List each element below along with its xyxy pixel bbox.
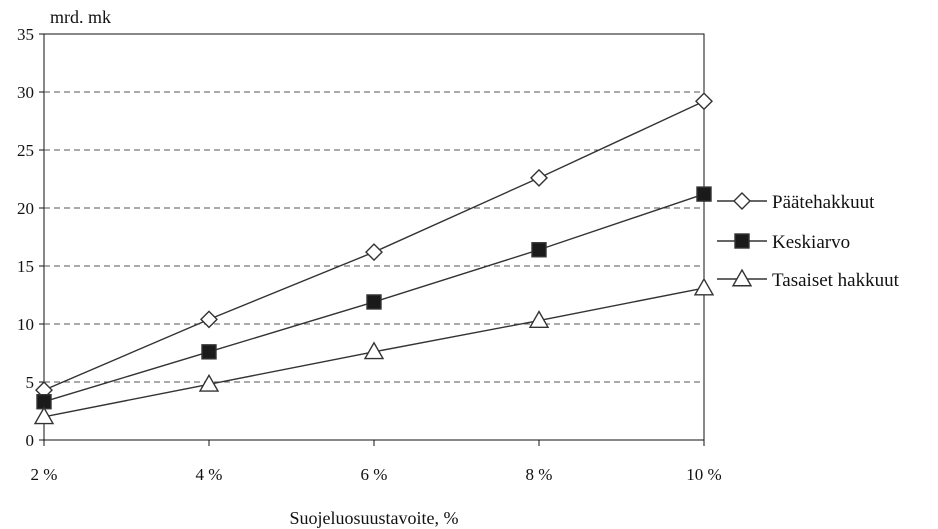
data-point — [366, 294, 382, 310]
data-point — [363, 341, 385, 360]
data-point — [696, 186, 712, 202]
x-tick-label: 8 % — [526, 465, 553, 484]
legend-item: Päätehakkuut — [717, 192, 875, 213]
legend-label: Keskiarvo — [772, 232, 850, 253]
legend-marker — [733, 192, 751, 210]
x-axis-title: Suojeluosuustavoite, % — [290, 508, 459, 528]
y-axis-ticks: 0 5 10 15 20 25 30 35 — [17, 25, 44, 450]
y-tick-label: 0 — [26, 431, 35, 450]
legend-label: Tasaiset hakkuut — [772, 270, 900, 291]
data-point — [531, 242, 547, 258]
x-tick-label: 10 % — [686, 465, 721, 484]
series-0 — [35, 92, 713, 400]
y-tick-label: 5 — [26, 373, 35, 392]
data-point — [693, 277, 715, 296]
y-tick-label: 25 — [17, 141, 34, 160]
data-point — [365, 243, 383, 262]
legend: Päätehakkuut Keskiarvo Tasaiset hakkuut — [717, 192, 900, 291]
legend-label: Päätehakkuut — [772, 192, 875, 213]
x-tick-label: 2 % — [31, 465, 58, 484]
x-axis-ticks: 2 % 4 % 6 % 8 % 10 % — [31, 440, 722, 484]
legend-marker — [734, 233, 750, 249]
data-point — [33, 406, 55, 425]
y-tick-label: 30 — [17, 83, 34, 102]
series-2 — [33, 277, 715, 425]
x-tick-label: 4 % — [196, 465, 223, 484]
y-tick-label: 15 — [17, 257, 34, 276]
y-tick-label: 20 — [17, 199, 34, 218]
x-tick-label: 6 % — [361, 465, 388, 484]
y-tick-label: 10 — [17, 315, 34, 334]
series-group — [33, 92, 715, 425]
y-axis-title: mrd. mk — [50, 7, 111, 27]
legend-item: Keskiarvo — [717, 232, 850, 253]
data-point — [528, 310, 550, 328]
legend-item: Tasaiset hakkuut — [717, 268, 900, 291]
gridlines — [44, 91, 704, 383]
plot-area — [43, 33, 705, 441]
data-point — [530, 168, 548, 187]
data-point — [201, 344, 217, 360]
y-tick-label: 35 — [17, 25, 34, 44]
data-point — [200, 310, 218, 329]
data-point — [695, 92, 713, 111]
data-point — [198, 373, 220, 392]
series-1 — [36, 186, 712, 410]
legend-marker — [731, 268, 753, 287]
